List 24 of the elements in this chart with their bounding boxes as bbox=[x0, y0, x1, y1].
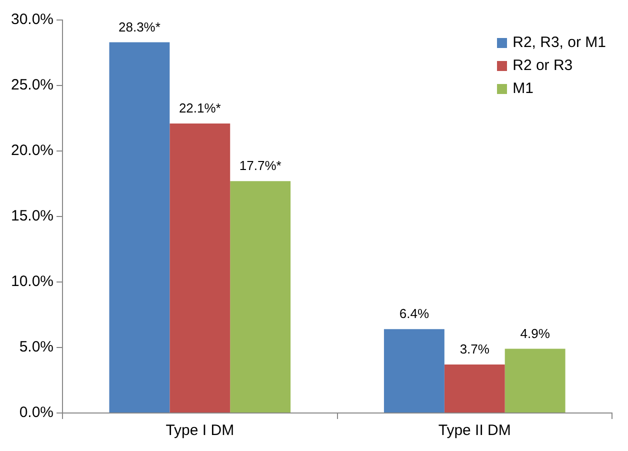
data-label: 17.7%* bbox=[239, 158, 282, 174]
bar bbox=[384, 329, 444, 412]
bar bbox=[109, 42, 170, 412]
y-tick-label: 10.0% bbox=[10, 273, 54, 290]
data-label: 28.3%* bbox=[118, 19, 160, 34]
data-label: 22.1%* bbox=[178, 100, 221, 116]
bar bbox=[444, 364, 505, 412]
bar bbox=[504, 348, 566, 412]
y-tick-label: 0.0% bbox=[19, 404, 54, 422]
bar bbox=[230, 181, 291, 412]
x-tick-label: Type II DM bbox=[438, 422, 511, 440]
data-label: 4.9% bbox=[520, 326, 550, 341]
y-tick-label: 15.0% bbox=[10, 208, 54, 225]
legend-label: M1 bbox=[512, 80, 534, 97]
x-tick-label: Type I DM bbox=[166, 422, 234, 440]
y-tick-label: 30.0% bbox=[10, 11, 54, 28]
legend-label: R2, R3, or M1 bbox=[512, 34, 606, 51]
y-tick-label: 20.0% bbox=[10, 142, 54, 160]
bar bbox=[170, 123, 230, 412]
data-label: 6.4% bbox=[399, 306, 430, 322]
y-tick-label: 25.0% bbox=[10, 76, 54, 94]
y-tick-label: 5.0% bbox=[19, 338, 54, 356]
data-label: 3.7% bbox=[460, 342, 490, 357]
legend-label: R2 or R3 bbox=[512, 57, 573, 74]
